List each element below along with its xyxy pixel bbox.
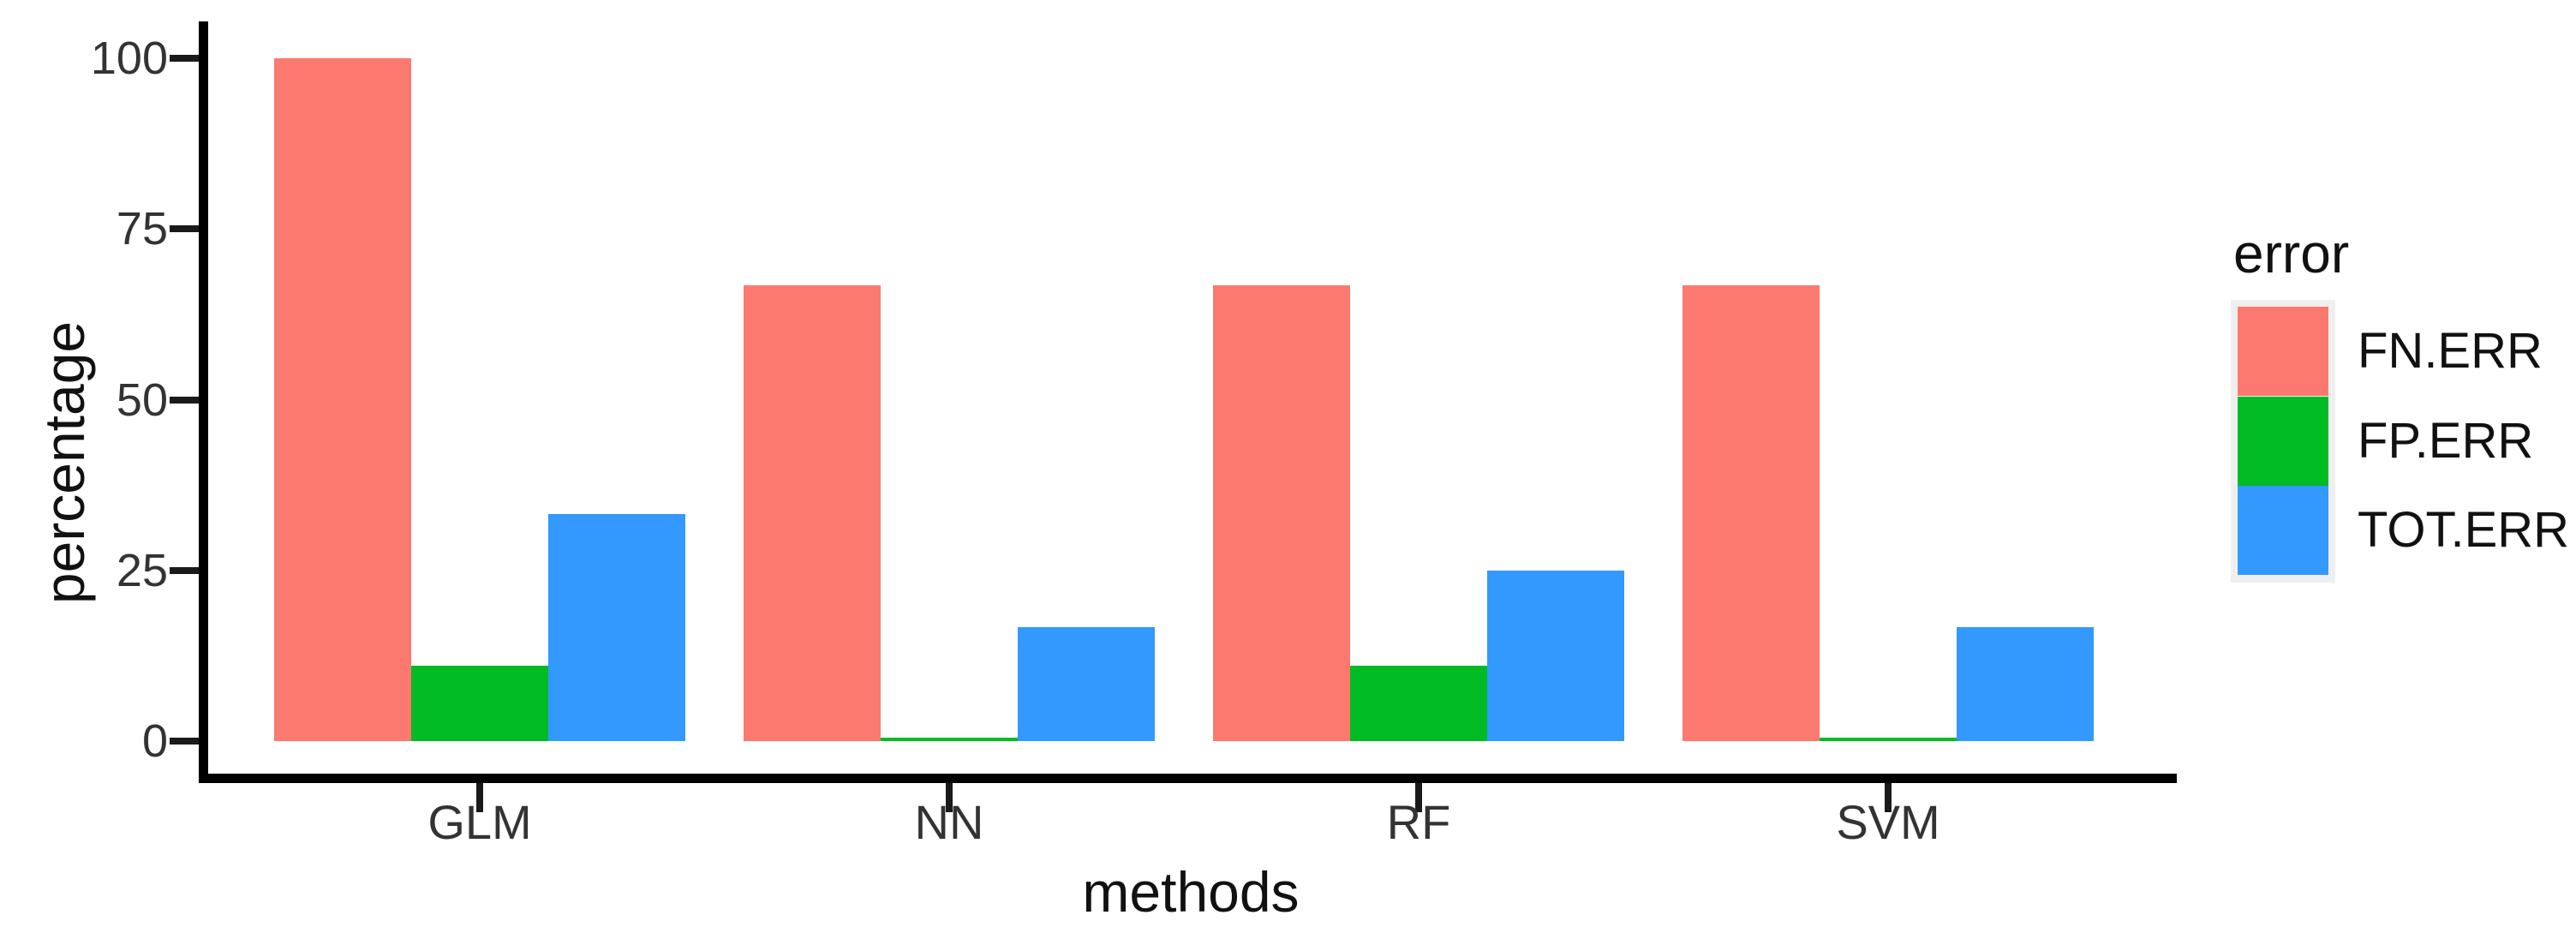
y-tick-label-50: 50: [116, 374, 168, 426]
legend-label-FP.ERR: FP.ERR: [2358, 413, 2534, 469]
y-tick-25: [170, 567, 199, 574]
bar-SVM-TOT.ERR: [1957, 627, 2094, 741]
bar-RF-FN.ERR: [1213, 285, 1350, 741]
y-tick-50: [170, 397, 199, 404]
y-tick-label-75: 75: [116, 203, 168, 254]
y-tick-label-0: 0: [141, 715, 168, 767]
y-tick-label-25: 25: [116, 545, 168, 596]
bar-SVM-FN.ERR: [1682, 285, 1820, 741]
x-axis-title: methods: [1082, 860, 1300, 924]
legend-swatch-TOT.ERR: [2238, 486, 2328, 575]
legend-label-FN.ERR: FN.ERR: [2358, 323, 2543, 379]
x-tick-RF: [1415, 783, 1422, 812]
bar-GLM-FP.ERR: [411, 666, 548, 741]
x-tick-label-NN: NN: [914, 795, 984, 849]
y-tick-label-100: 100: [90, 33, 168, 84]
bar-NN-FP.ERR: [881, 738, 1018, 741]
x-tick-SVM: [1885, 783, 1892, 812]
bar-NN-FN.ERR: [744, 285, 881, 741]
legend-swatch-FP.ERR: [2238, 397, 2328, 486]
y-tick-75: [170, 225, 199, 232]
legend-label-TOT.ERR: TOT.ERR: [2358, 502, 2570, 558]
y-axis-title: percentage: [33, 320, 96, 605]
bar-RF-FP.ERR: [1350, 666, 1487, 741]
bar-SVM-FP.ERR: [1820, 738, 1957, 741]
bar-GLM-TOT.ERR: [548, 514, 685, 741]
x-tick-label-GLM: GLM: [427, 795, 532, 849]
x-tick-GLM: [476, 783, 483, 812]
legend-title: error: [2233, 223, 2350, 284]
x-tick-label-RF: RF: [1386, 795, 1451, 849]
bar-GLM-FN.ERR: [274, 58, 411, 741]
x-tick-NN: [946, 783, 953, 812]
bar-RF-TOT.ERR: [1487, 571, 1624, 741]
x-tick-label-SVM: SVM: [1836, 795, 1940, 849]
y-tick-0: [170, 738, 199, 745]
x-axis-line: [199, 774, 2177, 783]
y-tick-100: [170, 55, 199, 62]
legend-swatch-FN.ERR: [2238, 307, 2328, 396]
y-axis-line: [199, 21, 208, 783]
bar-NN-TOT.ERR: [1018, 627, 1155, 741]
